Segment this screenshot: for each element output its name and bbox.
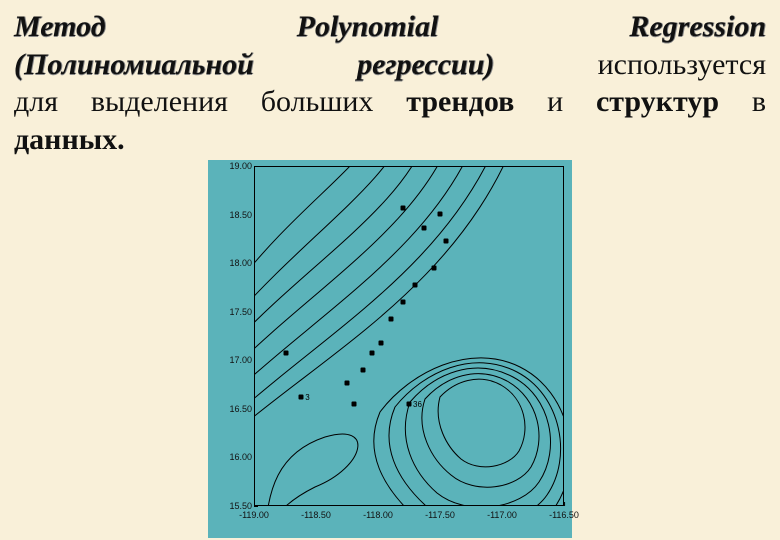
heading-word-3: Regression <box>629 10 766 43</box>
contour-line <box>255 167 520 432</box>
data-point <box>360 367 365 372</box>
heading-word-2: Polynomial <box>297 10 439 43</box>
y-tick-label: 19.00 <box>208 161 252 171</box>
data-point <box>422 225 427 230</box>
x-tick-label: -116.50 <box>549 510 579 520</box>
data-point <box>379 340 384 345</box>
body-row1: для выделения больших трендов и структур… <box>14 83 766 121</box>
contour-lines <box>255 167 563 505</box>
data-point <box>388 317 393 322</box>
x-tick-label: -118.50 <box>301 510 331 520</box>
headline-row2: (Полиномиальной регрессии) используется <box>14 46 766 84</box>
body-line2: данных. <box>14 123 125 156</box>
data-point <box>443 239 448 244</box>
heading-word-1: Метод <box>14 10 106 43</box>
data-point-label: 3 <box>305 393 309 402</box>
body-tail: в <box>719 85 766 118</box>
body-line1: для выделения больших <box>14 85 373 118</box>
data-point <box>400 300 405 305</box>
data-point <box>400 205 405 210</box>
heading-paren: (Полиномиальной регрессии) <box>14 48 494 81</box>
data-point <box>370 350 375 355</box>
contour-line <box>405 368 550 505</box>
data-point <box>431 266 436 271</box>
contour-line <box>255 167 405 317</box>
data-point <box>299 394 304 399</box>
contour-line <box>422 374 539 488</box>
x-tick-label: -117.50 <box>425 510 455 520</box>
body-trends: трендов <box>406 85 514 118</box>
data-point <box>283 350 288 355</box>
y-tick-label: 17.50 <box>208 307 252 317</box>
contour-line <box>255 167 503 415</box>
y-tick-label: 16.00 <box>208 452 252 462</box>
body-struct: структур <box>596 85 719 118</box>
data-point <box>413 283 418 288</box>
plot-area: 36 3 <box>254 166 564 506</box>
contour-line <box>389 363 561 505</box>
body-mid: и <box>514 85 596 118</box>
y-tick-label: 18.00 <box>208 258 252 268</box>
slide: Метод Polynomial Regression (Полиномиаль… <box>0 0 780 540</box>
body-row2: данных. <box>14 121 766 159</box>
x-tick-label: -118.00 <box>363 510 393 520</box>
heading-trail: используется <box>494 48 766 81</box>
contour-line <box>438 379 525 467</box>
data-point <box>351 401 356 406</box>
contour-line <box>255 167 375 287</box>
headline-row1: Метод Polynomial Regression <box>14 8 766 46</box>
y-tick-label: 18.50 <box>208 210 252 220</box>
x-tick-label: -119.00 <box>239 510 269 520</box>
contour-line <box>255 167 430 342</box>
contour-line <box>265 434 358 505</box>
data-point-label: 36 <box>413 400 422 409</box>
contour-line <box>255 167 455 367</box>
contour-line <box>255 167 480 392</box>
data-point <box>345 381 350 386</box>
data-point <box>437 212 442 217</box>
y-tick-label: 16.50 <box>208 404 252 414</box>
contour-figure: 19.0018.5018.0017.5017.0016.5016.0015.50… <box>208 160 572 538</box>
y-tick-label: 17.00 <box>208 355 252 365</box>
x-tick-label: -117.00 <box>487 510 517 520</box>
data-point <box>407 401 412 406</box>
